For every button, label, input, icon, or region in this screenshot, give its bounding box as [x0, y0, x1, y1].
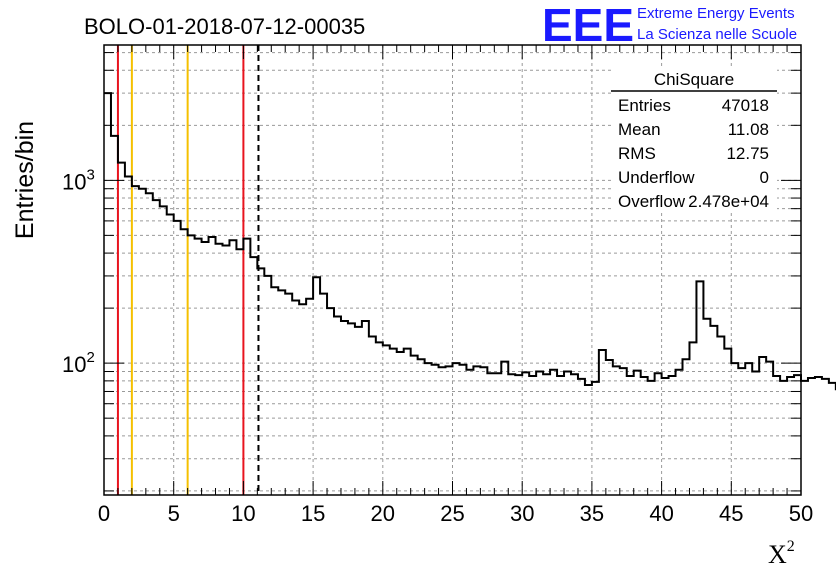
eee-logo: EEE Extreme Energy Events La Scienza nel…	[542, 0, 797, 51]
x-tick-label: 50	[789, 501, 813, 526]
x-axis-label: X2	[768, 538, 795, 569]
eee-logo-line2: La Scienza nelle Scuole	[637, 26, 797, 43]
stats-box-title: ChiSquare	[654, 70, 734, 89]
stats-value: 0	[760, 168, 769, 187]
x-tick-label: 40	[649, 501, 673, 526]
stats-label: Underflow	[618, 168, 695, 187]
x-tick-label: 35	[580, 501, 604, 526]
y-tick-label: 103	[62, 166, 95, 194]
stats-label: Overflow	[618, 192, 686, 211]
y-axis-label: Entries/bin	[11, 121, 39, 239]
x-tick-label: 15	[301, 501, 325, 526]
stats-label: RMS	[618, 144, 656, 163]
x-tick-label: 10	[231, 501, 255, 526]
x-tick-label: 20	[371, 501, 395, 526]
x-tick-label: 30	[510, 501, 534, 526]
reference-lines	[116, 45, 260, 495]
stats-box: ChiSquare Entries 47018 Mean 11.08 RMS 12.75 U…	[611, 68, 777, 212]
histogram-series	[104, 92, 836, 391]
stats-value: 47018	[722, 96, 769, 115]
x-tick-label: 0	[98, 501, 110, 526]
eee-logo-text: EEE	[542, 0, 634, 51]
x-axis-label-superscript: 2	[787, 538, 795, 555]
stats-box-background	[611, 68, 777, 212]
stats-box-rows: Entries 47018 Mean 11.08 RMS 12.75 Underflow 0 O…	[618, 96, 769, 211]
grid-lines	[104, 45, 801, 495]
x-axis-label-base: X	[768, 540, 787, 569]
x-tick-label: 5	[168, 501, 180, 526]
axis-ticks	[103, 45, 802, 495]
x-tick-label: 45	[719, 501, 743, 526]
x-tick-labels: 0 5 10 15 20 25 30 35 40 45 50	[98, 501, 813, 526]
stats-value: 2.478e+04	[688, 192, 769, 211]
chart-title: BOLO-01-2018-07-12-00035	[84, 14, 365, 39]
y-tick-labels: 103 102	[62, 166, 95, 377]
stats-value: 11.08	[728, 120, 769, 139]
stats-value: 12.75	[726, 144, 769, 163]
y-tick-label: 102	[62, 349, 95, 377]
eee-logo-line1: Extreme Energy Events	[637, 5, 795, 22]
x-tick-label: 25	[440, 501, 464, 526]
stats-label: Mean	[618, 120, 661, 139]
stats-label: Entries	[618, 96, 671, 115]
